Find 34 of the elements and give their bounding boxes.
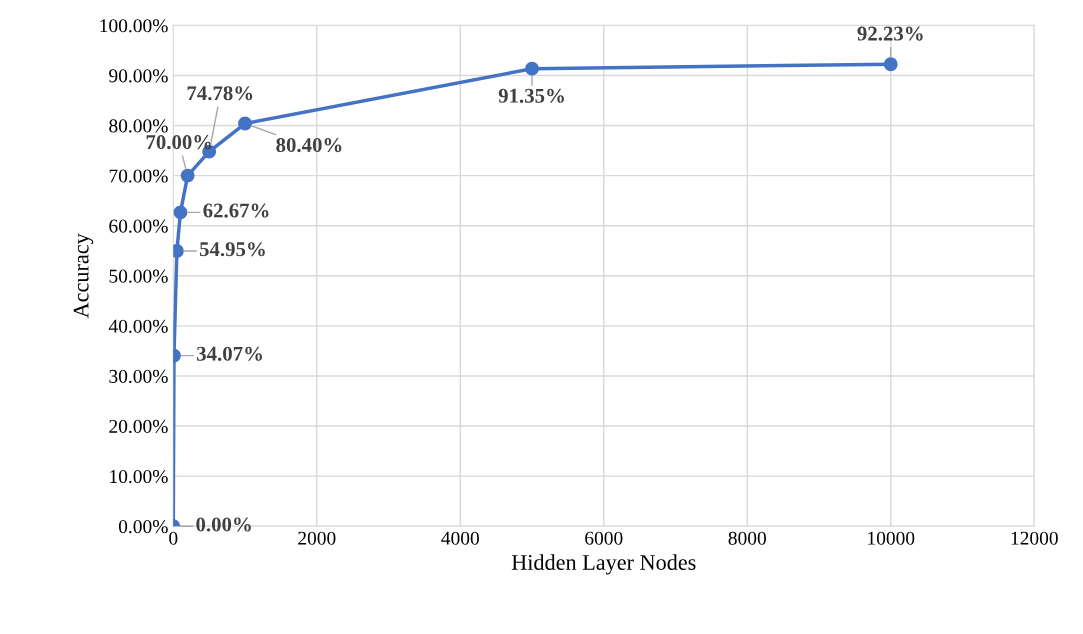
y-tick-label: 30.00% [109,369,168,383]
data-label: 92.23% [857,26,923,41]
point [238,116,252,131]
y-tick-label: 80.00% [109,119,168,133]
y-tick-label: 0.00% [118,520,168,534]
y-tick-label: 70.00% [109,169,168,183]
x-tick-label: 4000 [441,531,479,545]
y-tick-label: 20.00% [109,419,168,434]
data-label: 91.35% [498,88,564,103]
y-tick-label: 50.00% [109,269,168,283]
x-tick-label: 12000 [1011,531,1058,545]
point [173,205,188,220]
data-label: 34.07% [197,346,262,361]
data-label: 54.95% [199,242,265,257]
x-axis-title: Hidden Layer Nodes [511,554,696,575]
data-label: 0.00% [196,517,251,532]
y-tick-label: 10.00% [110,469,168,484]
data-label: 62.67% [203,203,269,218]
x-tick-label: 6000 [585,531,623,545]
point [883,57,898,72]
x-tick-label: 10000 [868,531,915,545]
y-tick-label: 60.00% [109,219,168,233]
point [525,61,539,76]
x-tick-label: 8000 [728,531,766,545]
data-label: 74.78% [187,86,253,101]
data-label: 80.40% [276,138,342,153]
point [180,168,195,183]
x-tick-label: 2000 [298,531,336,545]
x-tick-label: 0 [169,531,178,545]
y-tick-label: 40.00% [108,319,168,333]
y-tick-label: 90.00% [109,69,168,83]
data-label: 70.00% [146,135,212,150]
y-tick-label: 100.00% [100,19,168,33]
y-axis-title: Accuracy [73,233,94,319]
